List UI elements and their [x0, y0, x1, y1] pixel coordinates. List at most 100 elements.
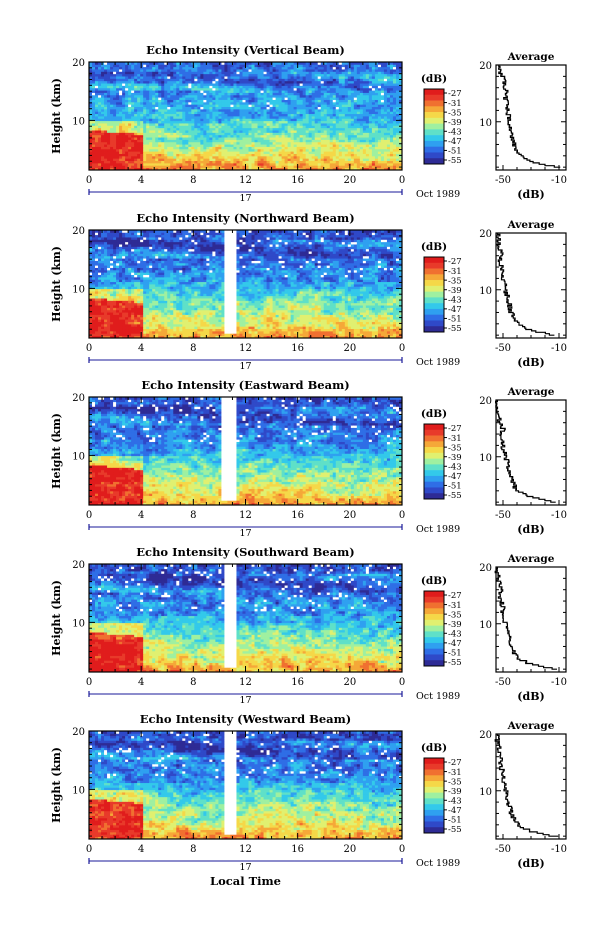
heatmap-cell	[116, 99, 120, 103]
heatmap-cell	[173, 104, 177, 108]
heatmap-cell	[227, 87, 231, 91]
heatmap-cell	[119, 165, 123, 169]
heatmap-cell	[254, 94, 258, 98]
heatmap-cell	[170, 78, 174, 82]
heatmap-cell	[341, 101, 346, 105]
heatmap-cell	[167, 165, 171, 169]
heatmap-cell	[317, 66, 322, 70]
heatmap-cell	[161, 165, 165, 169]
heatmap-cell	[245, 71, 249, 75]
heatmap-cell	[161, 83, 165, 86]
heatmap-cell	[263, 99, 267, 103]
heatmap-cell	[284, 104, 289, 108]
heatmap-cell	[311, 144, 316, 147]
heatmap-cell	[353, 132, 358, 136]
heatmap-cell	[341, 69, 346, 72]
heatmap-cell	[257, 158, 261, 162]
heatmap-cell	[98, 62, 102, 65]
heatmap-cell	[209, 111, 213, 115]
heatmap-cell	[131, 85, 135, 89]
heatmap-cell	[197, 162, 201, 166]
heatmap-cell	[350, 148, 355, 152]
heatmap-cell	[242, 101, 246, 105]
heatmap-cell	[134, 92, 138, 96]
heatmap-cell	[323, 66, 328, 70]
heatmap-cell	[182, 92, 186, 96]
heatmap-cell	[374, 104, 379, 108]
heatmap-cell	[302, 101, 307, 105]
heatmap-cell	[320, 134, 325, 138]
heatmap-cell	[182, 134, 186, 138]
heatmap-cell	[251, 106, 255, 110]
heatmap-cell	[389, 104, 394, 108]
heatmap-cell	[191, 151, 195, 154]
heatmap-cell	[323, 78, 328, 82]
heatmap-cell	[158, 132, 162, 136]
heatmap-cell	[224, 106, 228, 110]
heatmap-cell	[125, 153, 129, 157]
heatmap-cell	[152, 76, 156, 79]
heatmap-cell	[296, 155, 301, 159]
heatmap-cell	[242, 76, 246, 79]
heatmap-cell	[179, 148, 183, 152]
heatmap-cell	[389, 120, 394, 124]
heatmap-cell	[149, 148, 153, 152]
heatmap-cell	[374, 127, 379, 131]
heatmap-cell	[359, 73, 364, 77]
heatmap-cell	[212, 125, 216, 129]
heatmap-cell	[89, 146, 93, 150]
heatmap-cell	[236, 71, 240, 75]
heatmap-cell	[140, 92, 144, 96]
heatmap-cell	[248, 108, 252, 112]
heatmap-cell	[359, 139, 364, 143]
heatmap-cell	[356, 153, 361, 157]
heatmap-cell	[374, 146, 379, 150]
heatmap-cell	[101, 113, 105, 117]
heatmap-cell	[353, 141, 358, 145]
heatmap-cell	[200, 94, 204, 98]
heatmap-cell	[167, 153, 171, 157]
heatmap-cell	[293, 111, 298, 115]
y-tick-label: 20	[72, 58, 85, 69]
heatmap-cell	[266, 78, 270, 82]
heatmap-cell	[251, 66, 255, 70]
heatmap-cell	[155, 76, 159, 79]
heatmap-cell	[314, 158, 319, 162]
heatmap-cell	[272, 76, 276, 79]
heatmap-cell	[323, 162, 328, 166]
heatmap-cell	[371, 123, 376, 126]
heatmap-cell	[104, 116, 108, 119]
heatmap-cell	[143, 116, 147, 119]
heatmap-cell	[233, 144, 237, 147]
heatmap-cell	[173, 73, 177, 77]
heatmap-cell	[317, 83, 322, 86]
heatmap-cell	[125, 106, 129, 110]
heatmap-cell	[374, 144, 379, 147]
heatmap-cell	[179, 144, 183, 147]
heatmap-cell	[248, 64, 252, 68]
heatmap-cell	[218, 141, 222, 145]
heatmap-cell	[158, 118, 162, 122]
heatmap-cell	[395, 123, 400, 126]
heatmap-cell	[386, 146, 391, 150]
heatmap-cell	[365, 66, 370, 70]
heatmap-cell	[305, 160, 310, 164]
heatmap-cell	[314, 69, 319, 72]
heatmap-cell	[149, 76, 153, 79]
heatmap-cell	[317, 111, 322, 115]
heatmap-cell	[182, 151, 186, 154]
heatmap-cell	[188, 71, 192, 75]
heatmap-cell	[194, 125, 198, 129]
heatmap-cell	[125, 85, 129, 89]
heatmap-cell	[122, 158, 126, 162]
heatmap-cell	[122, 123, 126, 126]
heatmap-cell	[170, 113, 174, 117]
heatmap-cell	[242, 158, 246, 162]
heatmap-cell	[356, 118, 361, 122]
heatmap-cell	[185, 92, 189, 96]
heatmap-cell	[290, 153, 295, 157]
heatmap-cell	[197, 73, 201, 77]
heatmap-cell	[338, 141, 343, 145]
heatmap-cell	[326, 153, 331, 157]
heatmap-cell	[119, 134, 123, 138]
